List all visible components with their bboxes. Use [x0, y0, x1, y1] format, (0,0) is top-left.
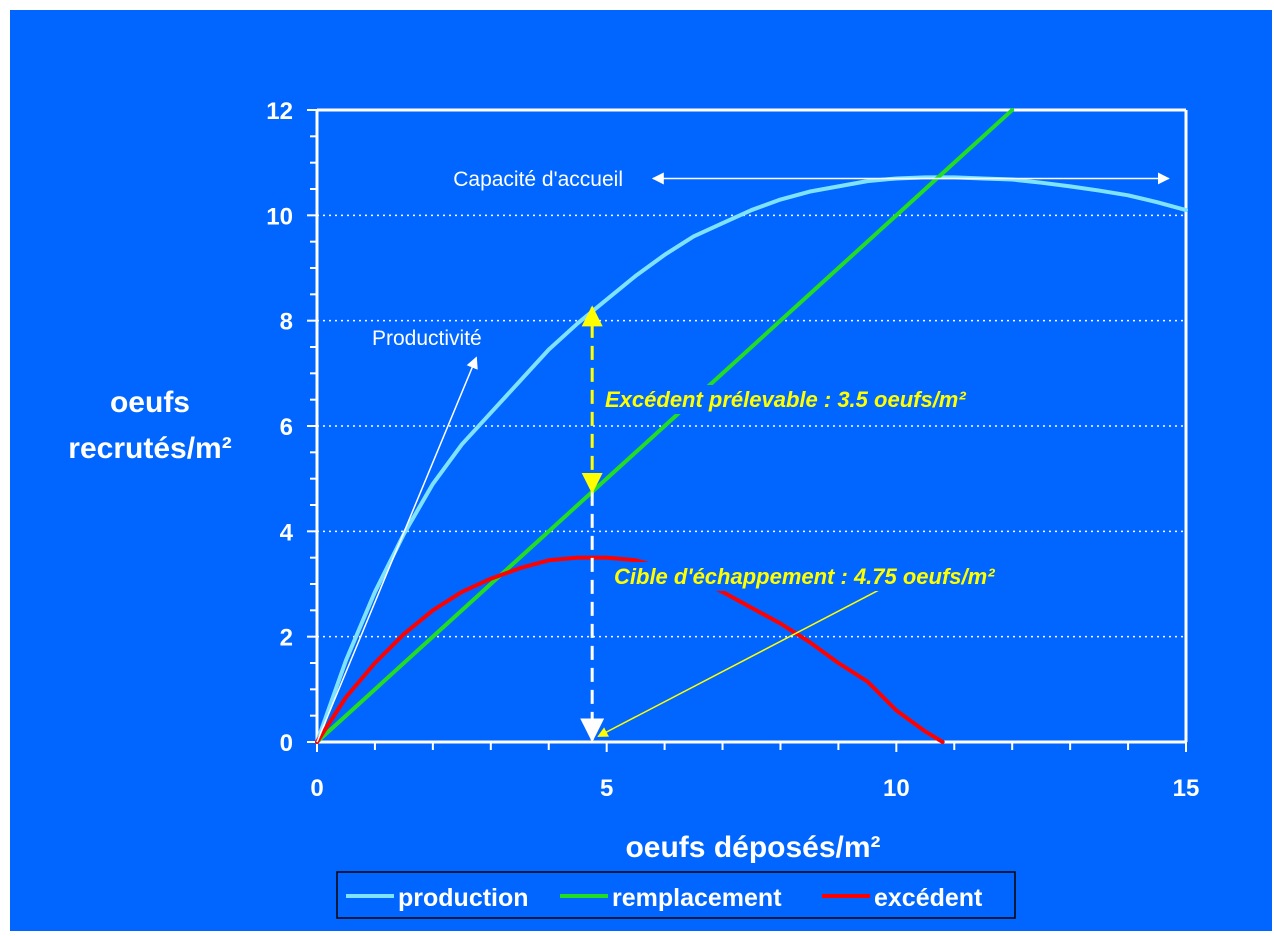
- y-tick-label: 4: [280, 519, 294, 546]
- annotations: [316, 172, 1170, 743]
- chart-background: [10, 10, 1272, 931]
- excedent-prelevable-label: Excédent prélevable : 3.5 oeufs/m²: [605, 387, 966, 412]
- x-tick-label: 0: [310, 775, 323, 802]
- label-background: [610, 562, 1000, 591]
- label-background: [449, 166, 627, 193]
- axes: 0 2 4 6 8 10 12 0 5 10 15: [266, 98, 1199, 802]
- series-line-0: [315, 175, 1188, 744]
- y-tick-label: 10: [266, 203, 293, 230]
- series-line-2: [315, 555, 945, 744]
- y-tick-label: 2: [280, 625, 293, 652]
- x-tick-label: 15: [1173, 775, 1200, 802]
- legend: production remplacement excédent: [336, 871, 1016, 919]
- x-tick-label: 5: [600, 775, 613, 802]
- label-background: [601, 385, 971, 414]
- legend-label-excedent: excédent: [874, 884, 983, 912]
- cible-label: Cible d'échappement : 4.75 oeufs/m²: [614, 564, 995, 589]
- x-tick-label: 10: [883, 775, 910, 802]
- gridlines: [317, 214, 1186, 638]
- y-axis-label-line-2: recrutés/m²: [68, 432, 231, 465]
- legend-label-remplacement: remplacement: [612, 884, 782, 912]
- productivite-label: Productivité: [372, 327, 482, 350]
- productivite-arrow: [316, 356, 478, 743]
- y-tick-label: 12: [266, 98, 293, 125]
- x-axis-label: oeufs déposés/m²: [625, 831, 880, 864]
- legend-label-production: production: [398, 884, 529, 912]
- y-tick-label: 6: [280, 414, 293, 441]
- series-line-1: [315, 108, 1015, 744]
- cible-arrow: [597, 583, 891, 738]
- legend-box: [336, 871, 1016, 919]
- capacite-label: Capacité d'accueil: [453, 168, 623, 191]
- y-tick-label: 0: [280, 730, 293, 757]
- y-tick-label: 8: [280, 309, 293, 336]
- y-axis-label-line-1: oeufs: [110, 386, 190, 419]
